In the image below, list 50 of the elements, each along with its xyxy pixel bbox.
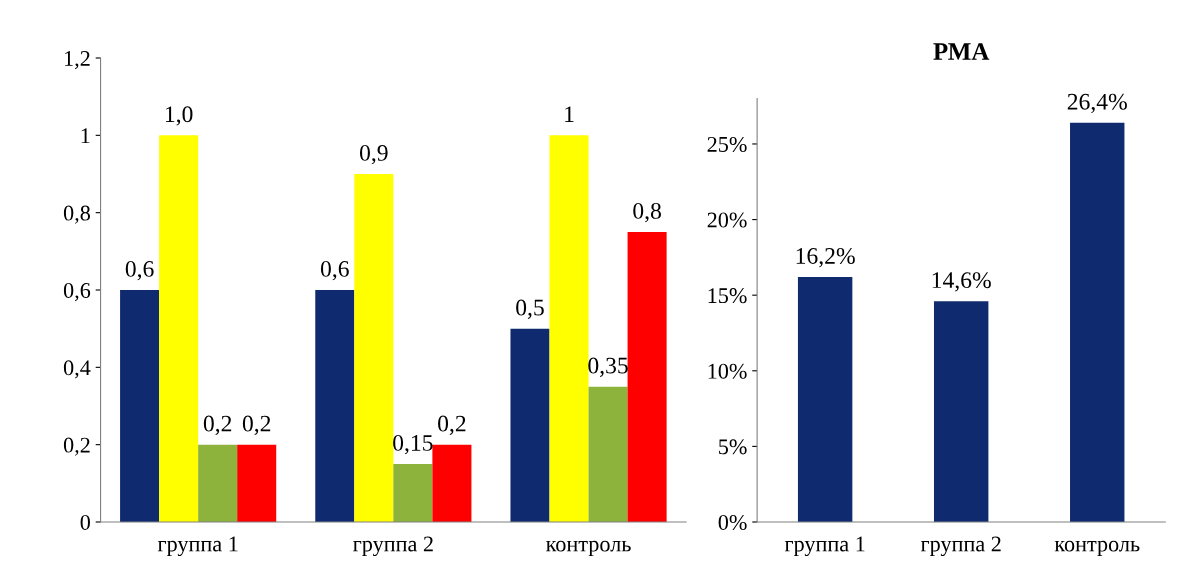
- bar: [198, 444, 238, 522]
- bar: [393, 464, 433, 522]
- data-label: 0,6: [320, 260, 349, 281]
- x-tick-label: группа 1: [157, 536, 238, 557]
- bar: [510, 328, 550, 522]
- x-tick-label: группа 2: [353, 536, 433, 557]
- y-tick-label: 0%: [718, 514, 747, 530]
- bar: [627, 232, 667, 522]
- chart-title: РМА: [933, 43, 990, 60]
- x-tick-label: группа 1: [784, 536, 865, 557]
- data-label: 0,2: [242, 415, 271, 435]
- data-label: 0,8: [633, 202, 661, 223]
- data-label: 26,4%: [1067, 93, 1127, 114]
- x-tick-label: группа 2: [920, 536, 1001, 557]
- data-label: 0,9: [359, 144, 388, 165]
- y-tick-label: 25%: [707, 136, 747, 152]
- x-tick-label: контроль: [1054, 540, 1140, 557]
- bar: [159, 135, 199, 522]
- y-tick-label: 5%: [719, 439, 747, 455]
- y-tick-label: 10%: [708, 363, 747, 379]
- y-tick-label: 0,4: [63, 360, 91, 379]
- data-label: 0,2: [438, 415, 466, 435]
- y-tick-label: 20%: [707, 212, 747, 228]
- bar: [432, 444, 472, 522]
- bar: [797, 277, 853, 522]
- data-label: 0,35: [588, 357, 628, 377]
- y-tick-label: 15%: [708, 288, 747, 304]
- data-label: 1: [565, 106, 574, 122]
- data-label: 0,2: [203, 415, 232, 435]
- data-label: 14,6%: [932, 272, 991, 292]
- data-label: 0,15: [393, 434, 433, 455]
- bar: [315, 290, 355, 522]
- data-label: 0,5: [516, 299, 544, 319]
- y-tick-label: 0,8: [63, 205, 90, 224]
- x-tick-label: контроль: [546, 540, 631, 557]
- bar: [354, 174, 394, 522]
- data-label: 16,2%: [796, 247, 855, 268]
- bar: [1070, 122, 1125, 522]
- y-tick-label: 1: [81, 128, 90, 144]
- y-tick-label: 1,2: [65, 50, 90, 70]
- y-tick-label: 0: [80, 514, 90, 530]
- bar: [549, 135, 589, 522]
- data-label: 0,6: [125, 260, 154, 281]
- data-label: 1,0: [165, 106, 193, 126]
- y-tick-label: 0,6: [63, 282, 91, 302]
- bar: [237, 444, 277, 522]
- bar: [588, 386, 628, 522]
- bar: [933, 301, 989, 522]
- y-tick-label: 0,2: [63, 437, 90, 456]
- bar: [120, 290, 160, 522]
